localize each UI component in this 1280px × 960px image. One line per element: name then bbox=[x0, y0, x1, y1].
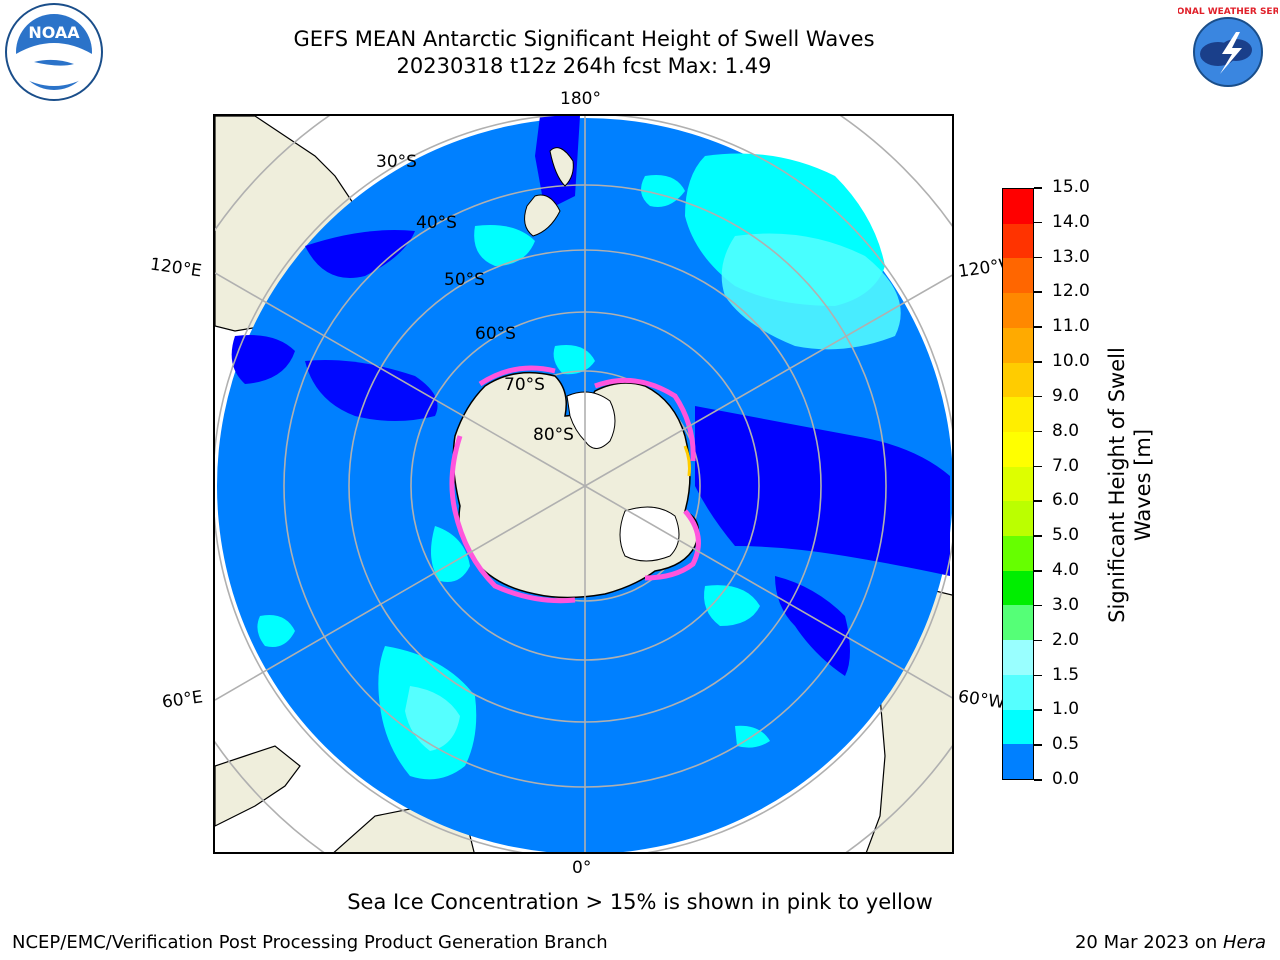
lat-label-70s: 70°S bbox=[504, 375, 545, 395]
chart-title-line2: 20230318 t12z 264h fcst Max: 1.49 bbox=[396, 54, 772, 78]
colorbar-tick-label: 8.0 bbox=[1052, 420, 1080, 441]
colorbar-bin bbox=[1003, 640, 1033, 675]
lon-label-upper-left: 120°E bbox=[148, 254, 203, 282]
colorbar-bin bbox=[1003, 397, 1033, 432]
colorbar-title: Significant Height of Swell Waves [m] bbox=[1105, 347, 1155, 623]
colorbar-bin bbox=[1003, 431, 1033, 467]
colorbar-tick-mark bbox=[1034, 291, 1042, 293]
noaa-logo: NOAA bbox=[4, 2, 104, 102]
lat-label-60s: 60°S bbox=[475, 324, 516, 344]
colorbar-tick-label: 3.0 bbox=[1052, 594, 1080, 615]
polar-map bbox=[213, 114, 954, 854]
colorbar-tick-label: 2.0 bbox=[1052, 629, 1080, 650]
lon-label-bottom: 0° bbox=[572, 858, 592, 878]
footer-branch: NCEP/EMC/Verification Post Processing Pr… bbox=[12, 932, 608, 953]
colorbar-bin bbox=[1003, 744, 1033, 779]
colorbar-tick-label: 9.0 bbox=[1052, 385, 1080, 406]
colorbar-tick-label: 7.0 bbox=[1052, 455, 1080, 476]
lon-label-top: 180° bbox=[560, 89, 601, 109]
chart-title-line1: GEFS MEAN Antarctic Significant Height o… bbox=[293, 27, 875, 51]
lat-label-50s: 50°S bbox=[444, 270, 485, 290]
colorbar-tick-mark bbox=[1034, 361, 1042, 363]
colorbar-tick-label: 15.0 bbox=[1052, 177, 1090, 197]
colorbar-tick-mark bbox=[1034, 221, 1042, 224]
sea-ice-caption: Sea Ice Concentration > 15% is shown in … bbox=[347, 890, 933, 914]
colorbar-tick-label: 6.0 bbox=[1052, 490, 1080, 511]
lat-label-30s: 30°S bbox=[376, 152, 417, 172]
colorbar bbox=[1002, 188, 1034, 780]
colorbar-bin bbox=[1003, 501, 1033, 537]
noaa-logo-text: NOAA bbox=[28, 23, 80, 42]
nws-logo-text: NATIONAL WEATHER SERVICE bbox=[1178, 7, 1278, 17]
footer-host: Hera bbox=[1222, 932, 1266, 953]
colorbar-tick-label: 0.5 bbox=[1052, 734, 1080, 755]
colorbar-bin bbox=[1003, 258, 1033, 294]
colorbar-tick-label: 5.0 bbox=[1052, 525, 1080, 546]
colorbar-tick-label: 14.0 bbox=[1052, 211, 1090, 232]
colorbar-tick-label: 12.0 bbox=[1052, 281, 1090, 302]
footer-date-text: 20 Mar 2023 on bbox=[1074, 932, 1223, 953]
colorbar-tick-label: 0.0 bbox=[1052, 769, 1080, 789]
colorbar-tick-label: 11.0 bbox=[1052, 316, 1090, 337]
colorbar-tick-mark bbox=[1034, 326, 1042, 328]
colorbar-tick-mark bbox=[1034, 779, 1042, 781]
colorbar-bin bbox=[1003, 605, 1033, 641]
lat-label-40s: 40°S bbox=[416, 213, 457, 233]
lon-label-lower-left: 60°E bbox=[160, 687, 205, 713]
colorbar-tick-mark bbox=[1034, 570, 1042, 572]
colorbar-tick-mark bbox=[1034, 187, 1042, 189]
colorbar-tick-mark bbox=[1034, 395, 1042, 398]
colorbar-tick-mark bbox=[1034, 256, 1042, 259]
colorbar-tick-mark bbox=[1034, 430, 1042, 433]
colorbar-bin bbox=[1003, 293, 1033, 328]
footer-date: 20 Mar 2023 on Hera bbox=[1075, 932, 1266, 953]
colorbar-bin bbox=[1003, 570, 1033, 606]
colorbar-bin bbox=[1003, 536, 1033, 571]
colorbar-bin bbox=[1003, 223, 1033, 259]
colorbar-tick-label: 1.0 bbox=[1052, 699, 1080, 720]
lat-label-80s: 80°S bbox=[533, 425, 574, 445]
colorbar-tick-mark bbox=[1034, 535, 1042, 537]
colorbar-tick-mark bbox=[1034, 744, 1042, 746]
polar-map-svg bbox=[215, 116, 952, 852]
colorbar-tick-mark bbox=[1034, 709, 1042, 711]
colorbar-bin bbox=[1003, 709, 1033, 745]
colorbar-tick-mark bbox=[1034, 465, 1042, 468]
colorbar-bin bbox=[1003, 327, 1033, 363]
colorbar-bin bbox=[1003, 189, 1033, 224]
colorbar-bin bbox=[1003, 466, 1033, 502]
colorbar-tick-mark bbox=[1034, 604, 1042, 607]
colorbar-tick-label: 10.0 bbox=[1052, 351, 1090, 372]
colorbar-tick-label: 4.0 bbox=[1052, 560, 1080, 581]
colorbar-tick-mark bbox=[1034, 500, 1042, 502]
nws-logo: NATIONAL WEATHER SERVICE bbox=[1153, 2, 1280, 102]
lon-label-lower-right: 60°W bbox=[956, 686, 1007, 714]
colorbar-bin bbox=[1003, 362, 1033, 398]
colorbar-tick-mark bbox=[1034, 674, 1042, 677]
colorbar-bin bbox=[1003, 674, 1033, 710]
colorbar-tick-label: 13.0 bbox=[1052, 246, 1090, 267]
colorbar-tick-mark bbox=[1034, 639, 1042, 642]
colorbar-tick-label: 1.5 bbox=[1052, 664, 1080, 685]
